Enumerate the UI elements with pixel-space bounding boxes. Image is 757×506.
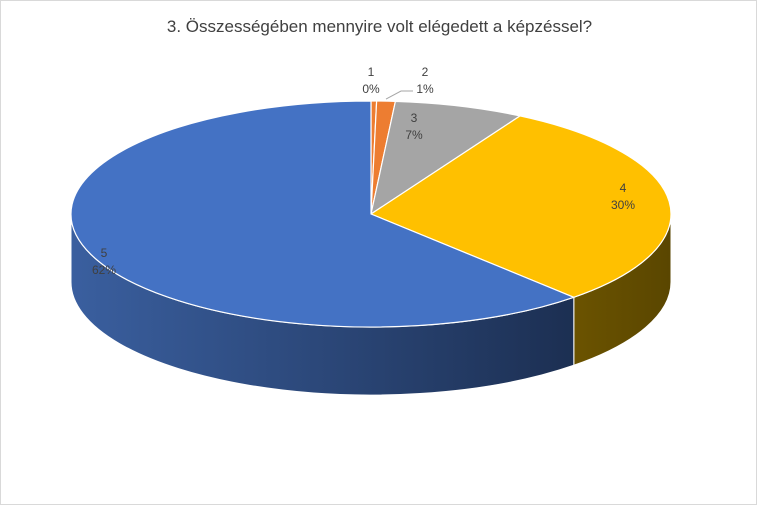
slice-label-1: 1 (368, 65, 375, 79)
slice-label-2: 2 (422, 65, 429, 79)
leader-line-2 (385, 90, 413, 100)
chart-title: 3. Összességében mennyire volt elégedett… (166, 17, 593, 36)
slice-percent-5: 62% (92, 263, 116, 277)
pie-slice-3 (370, 100, 522, 216)
slice-label-3: 3 (411, 111, 418, 125)
slice-percent-4: 30% (611, 198, 635, 212)
pie-slice-5 (70, 100, 576, 328)
slice-percent-2: 1% (416, 82, 434, 96)
slice-percent-3: 7% (405, 128, 423, 142)
slice-label-5: 5 (101, 246, 108, 260)
slice-percent-1: 0% (362, 82, 380, 96)
slice-label-4: 4 (620, 181, 627, 195)
pie-slice-4 (369, 115, 672, 298)
